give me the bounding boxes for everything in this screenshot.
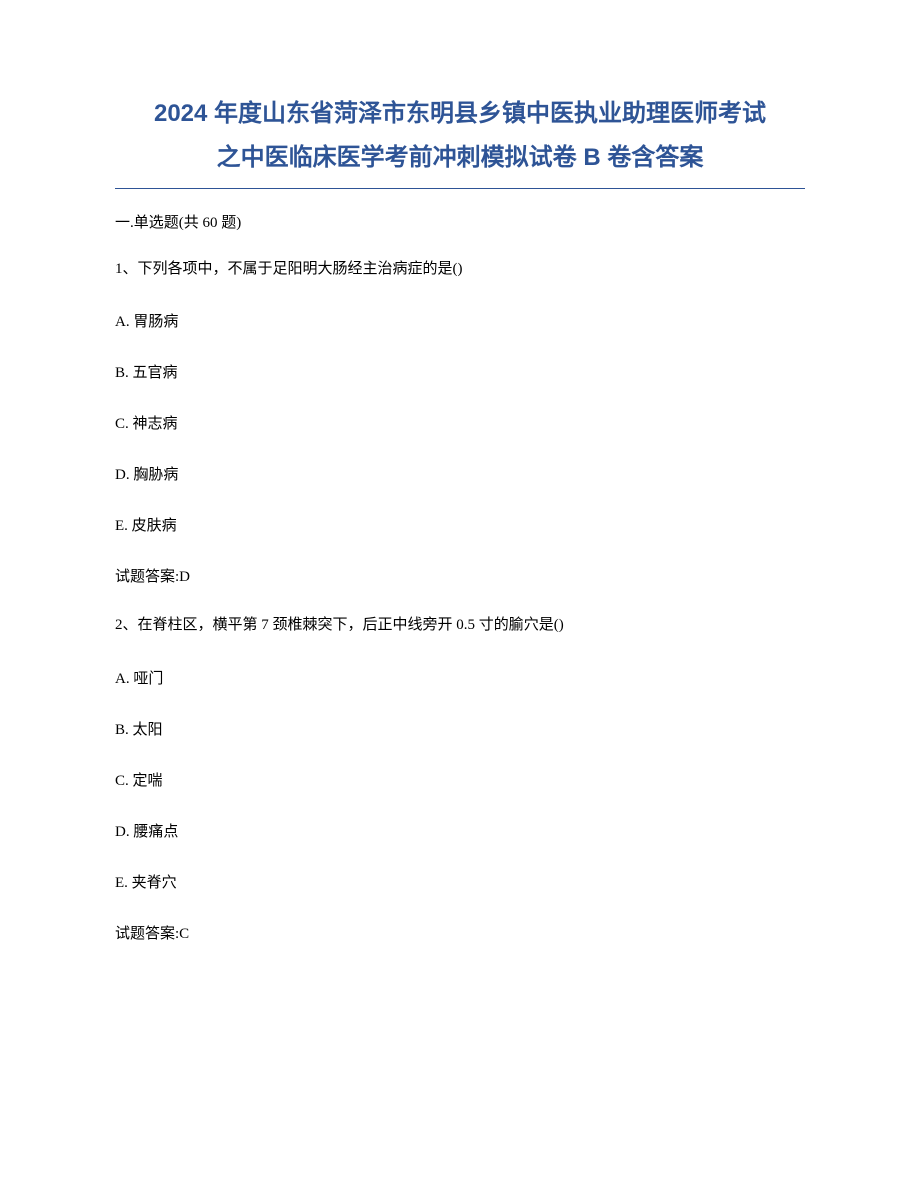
option-e: E. 皮肤病 <box>115 514 805 535</box>
question-stem: 1、下列各项中，不属于足阳明大肠经主治病症的是() <box>115 258 805 281</box>
section-header: 一.单选题(共 60 题) <box>115 211 805 232</box>
answer-label: 试题答案:C <box>115 922 805 943</box>
option-c: C. 神志病 <box>115 412 805 433</box>
option-d: D. 腰痛点 <box>115 820 805 841</box>
option-a: A. 胃肠病 <box>115 310 805 331</box>
question-stem: 2、在脊柱区，横平第 7 颈椎棘突下，后正中线旁开 0.5 寸的腧穴是() <box>115 614 805 637</box>
exam-page: 2024 年度山东省菏泽市东明县乡镇中医执业助理医师考试 之中医临床医学考前冲刺… <box>0 0 920 1031</box>
option-e: E. 夹脊穴 <box>115 871 805 892</box>
answer-label: 试题答案:D <box>115 565 805 586</box>
option-c: C. 定喘 <box>115 769 805 790</box>
option-d: D. 胸胁病 <box>115 463 805 484</box>
option-b: B. 太阳 <box>115 718 805 739</box>
option-a: A. 哑门 <box>115 667 805 688</box>
option-b: B. 五官病 <box>115 361 805 382</box>
document-title-line2: 之中医临床医学考前冲刺模拟试卷 B 卷含答案 <box>115 139 805 177</box>
title-divider <box>115 188 805 189</box>
document-title-line1: 2024 年度山东省菏泽市东明县乡镇中医执业助理医师考试 <box>115 95 805 133</box>
